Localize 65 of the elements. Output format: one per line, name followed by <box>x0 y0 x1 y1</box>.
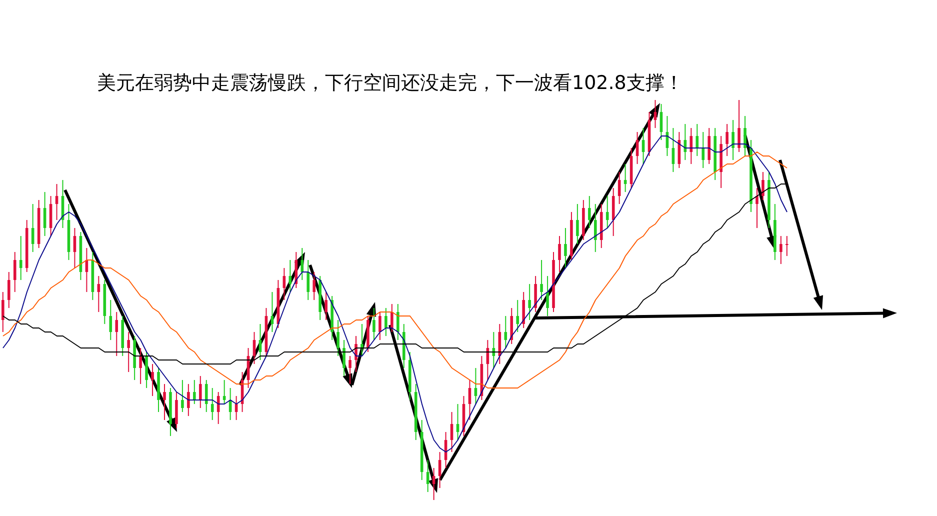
candlestick <box>139 348 142 384</box>
candlestick <box>504 316 508 348</box>
candlestick <box>540 260 543 300</box>
candlestick <box>426 460 430 492</box>
candlestick <box>312 272 316 300</box>
candlestick <box>522 292 525 328</box>
candlestick <box>516 300 519 332</box>
candlestick <box>145 352 148 388</box>
candlestick <box>696 124 699 156</box>
candlestick <box>534 276 537 312</box>
candlestick <box>396 304 400 340</box>
candlestick <box>115 312 118 356</box>
candlestick <box>612 188 615 236</box>
candlestick <box>354 336 358 372</box>
candlestick <box>498 324 502 364</box>
candlestick <box>384 308 388 336</box>
candlestick <box>756 188 758 228</box>
candlestick <box>181 380 184 412</box>
candlestick <box>199 376 202 408</box>
candlestick <box>348 356 352 384</box>
candlestick <box>258 324 262 360</box>
candlestick <box>564 228 567 268</box>
candlestick <box>762 172 764 200</box>
candlestick <box>210 388 214 420</box>
candlestick <box>744 116 746 156</box>
candlestick <box>378 312 382 340</box>
candlestick <box>324 292 328 320</box>
candlestick <box>204 380 208 412</box>
candlestick <box>306 260 310 300</box>
candlestick <box>216 392 220 424</box>
candlestick <box>606 196 609 228</box>
candlestick <box>558 236 561 272</box>
candlestick <box>546 276 549 316</box>
chart-title: 美元在弱势中走震荡慢跌，下行空间还没走完，下一波看102.8支撑！ <box>97 71 684 96</box>
candlestick <box>300 248 304 280</box>
candlestick <box>342 340 346 376</box>
candlestick <box>642 128 645 164</box>
candlestick <box>576 204 579 244</box>
candlestick <box>732 120 734 160</box>
candlestick <box>13 252 16 292</box>
candlestick <box>7 272 10 308</box>
candlestick <box>282 268 286 300</box>
candlestick <box>127 332 130 372</box>
candlestick <box>588 196 591 228</box>
candlestick <box>163 384 166 420</box>
candlestick <box>510 308 514 344</box>
candlestick <box>187 384 190 416</box>
candlestick <box>738 100 740 152</box>
candlestick <box>780 236 782 264</box>
candlestick <box>175 392 178 428</box>
candlestick <box>360 324 364 356</box>
candlestick <box>372 308 376 340</box>
candlestick <box>702 132 705 168</box>
candlestick <box>336 320 340 356</box>
candlestick <box>786 236 788 256</box>
candlestick <box>528 284 531 320</box>
candlestick <box>594 204 597 252</box>
candlestick <box>19 236 22 280</box>
candlestick <box>109 300 112 340</box>
candlestick <box>2 292 4 332</box>
candlestick <box>390 304 394 332</box>
candlestick <box>151 364 154 396</box>
candlestick <box>726 124 728 156</box>
candlestick <box>193 380 196 404</box>
candlestick <box>708 128 711 164</box>
